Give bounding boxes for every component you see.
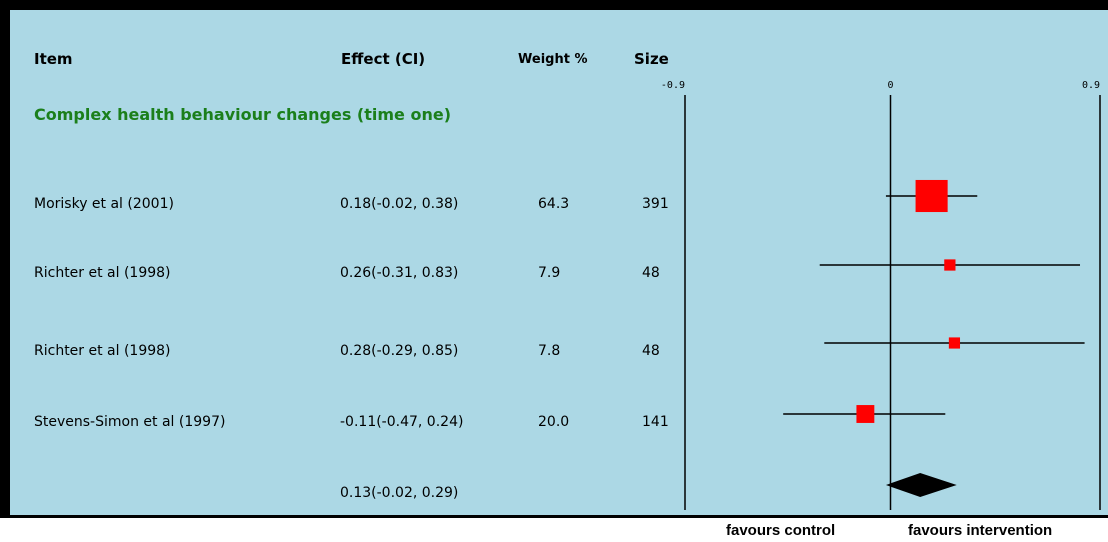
header-size: Size bbox=[634, 50, 669, 68]
header-effect: Effect (CI) bbox=[341, 50, 426, 68]
study-name: Richter et al (1998) bbox=[34, 265, 171, 281]
study-size: 48 bbox=[642, 265, 660, 281]
study-weight: 7.8 bbox=[538, 343, 561, 359]
study-effect: -0.11(-0.47, 0.24) bbox=[340, 414, 464, 430]
study-weight: 7.9 bbox=[538, 265, 561, 281]
pooled-effect: 0.13(-0.02, 0.29) bbox=[340, 485, 459, 501]
study-name: Morisky et al (2001) bbox=[34, 196, 174, 212]
group-title: Complex health behaviour changes (time o… bbox=[34, 105, 452, 124]
study-weight: 20.0 bbox=[538, 414, 570, 430]
favours-intervention-label: favours intervention bbox=[908, 522, 1053, 539]
study-marker bbox=[948, 337, 961, 349]
study-name: Richter et al (1998) bbox=[34, 343, 171, 359]
header-item: Item bbox=[34, 50, 73, 68]
study-marker bbox=[856, 405, 875, 423]
study-size: 141 bbox=[642, 414, 669, 430]
x-tick-label: 0.9 bbox=[1082, 80, 1100, 91]
study-weight: 64.3 bbox=[538, 196, 570, 212]
header-weight: Weight % bbox=[518, 52, 588, 67]
study-size: 48 bbox=[642, 343, 660, 359]
forest-plot-panel: Item Effect (CI) Weight % Size Complex h… bbox=[0, 0, 1108, 518]
study-marker bbox=[915, 179, 948, 213]
forest-plot-svg: -0.9 0 0.9 bbox=[661, 80, 1101, 510]
favours-control-label: favours control bbox=[726, 522, 836, 539]
pooled-diamond bbox=[885, 473, 957, 497]
study-marker bbox=[944, 259, 956, 271]
x-tick-label: 0 bbox=[887, 80, 893, 91]
study-name: Stevens-Simon et al (1997) bbox=[34, 414, 226, 430]
x-tick-label: -0.9 bbox=[661, 80, 685, 91]
study-effect: 0.18(-0.02, 0.38) bbox=[340, 196, 459, 212]
study-effect: 0.26(-0.31, 0.83) bbox=[340, 265, 459, 281]
study-size: 391 bbox=[642, 196, 669, 212]
study-effect: 0.28(-0.29, 0.85) bbox=[340, 343, 459, 359]
